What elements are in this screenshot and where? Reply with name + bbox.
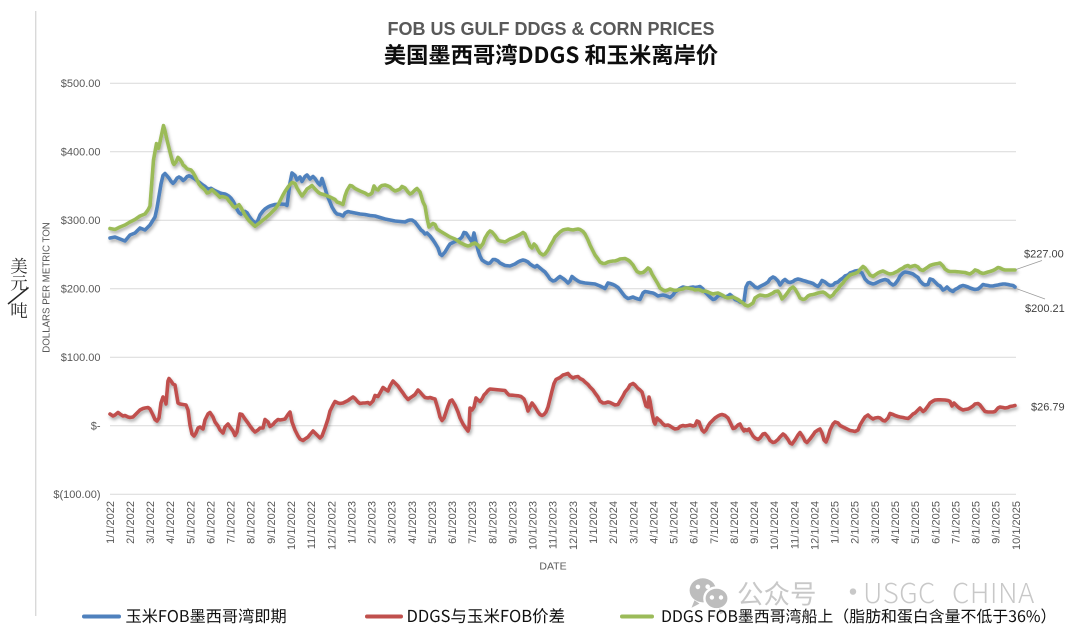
svg-text:9/1/2023: 9/1/2023 (508, 501, 520, 544)
svg-text:8/1/2025: 8/1/2025 (971, 501, 983, 544)
svg-text:5/1/2025: 5/1/2025 (910, 501, 922, 544)
svg-text:4/1/2025: 4/1/2025 (890, 501, 902, 544)
svg-text:$500.00: $500.00 (61, 78, 101, 90)
svg-text:3/1/2023: 3/1/2023 (387, 501, 399, 544)
svg-text:10/1/2023: 10/1/2023 (528, 501, 540, 550)
svg-text:12/1/2023: 12/1/2023 (568, 501, 580, 550)
svg-text:10/1/2024: 10/1/2024 (769, 501, 781, 550)
svg-text:$26.79: $26.79 (1031, 402, 1065, 414)
svg-text:$200.00: $200.00 (61, 284, 101, 296)
svg-text:2/1/2024: 2/1/2024 (608, 501, 620, 544)
svg-text:5/1/2024: 5/1/2024 (669, 501, 681, 544)
svg-text:5/1/2023: 5/1/2023 (427, 501, 439, 544)
svg-text:4/1/2023: 4/1/2023 (407, 501, 419, 544)
svg-text:1/1/2025: 1/1/2025 (830, 501, 842, 544)
svg-text:2/1/2022: 2/1/2022 (125, 501, 137, 544)
svg-text:7/1/2024: 7/1/2024 (709, 501, 721, 544)
svg-text:1/1/2023: 1/1/2023 (346, 501, 358, 544)
svg-text:6/1/2024: 6/1/2024 (689, 501, 701, 544)
svg-text:$-: $- (91, 421, 101, 433)
svg-text:2/1/2023: 2/1/2023 (367, 501, 379, 544)
svg-text:$300.00: $300.00 (61, 215, 101, 227)
svg-text:12/1/2024: 12/1/2024 (810, 501, 822, 550)
svg-text:11/1/2022: 11/1/2022 (306, 501, 318, 549)
svg-text:11/1/2024: 11/1/2024 (789, 501, 801, 549)
svg-text:1/1/2024: 1/1/2024 (588, 501, 600, 544)
svg-text:DATE: DATE (539, 561, 566, 573)
svg-text:8/1/2022: 8/1/2022 (246, 501, 258, 544)
svg-text:4/1/2022: 4/1/2022 (165, 501, 177, 544)
svg-text:7/1/2025: 7/1/2025 (950, 501, 962, 544)
svg-text:FOB US GULF DDGS & CORN PRICES: FOB US GULF DDGS & CORN PRICES (387, 19, 714, 39)
svg-text:$400.00: $400.00 (61, 147, 101, 159)
svg-text:9/1/2024: 9/1/2024 (749, 501, 761, 544)
svg-text:$100.00: $100.00 (61, 352, 101, 364)
svg-text:$200.21: $200.21 (1025, 303, 1065, 315)
svg-text:$(100.00): $(100.00) (53, 489, 100, 501)
svg-text:7/1/2022: 7/1/2022 (226, 501, 238, 544)
svg-text:12/1/2022: 12/1/2022 (326, 501, 338, 550)
svg-text:1/1/2022: 1/1/2022 (105, 501, 117, 544)
svg-text:3/1/2022: 3/1/2022 (145, 501, 157, 544)
svg-text:DOLLARS PER METRIC TON: DOLLARS PER METRIC TON (42, 222, 53, 352)
svg-text:6/1/2022: 6/1/2022 (206, 501, 218, 544)
svg-text:8/1/2023: 8/1/2023 (487, 501, 499, 544)
svg-text:11/1/2023: 11/1/2023 (548, 501, 560, 549)
svg-text:6/1/2023: 6/1/2023 (447, 501, 459, 544)
svg-text:6/1/2025: 6/1/2025 (930, 501, 942, 544)
svg-text:10/1/2022: 10/1/2022 (286, 501, 298, 550)
svg-text:4/1/2024: 4/1/2024 (648, 501, 660, 544)
svg-text:2/1/2025: 2/1/2025 (850, 501, 862, 544)
svg-text:3/1/2025: 3/1/2025 (870, 501, 882, 544)
svg-text:9/1/2022: 9/1/2022 (266, 501, 278, 544)
svg-text:10/1/2025: 10/1/2025 (1011, 501, 1023, 550)
svg-text:5/1/2022: 5/1/2022 (185, 501, 197, 544)
svg-text:3/1/2024: 3/1/2024 (628, 501, 640, 544)
svg-text:$227.00: $227.00 (1024, 249, 1064, 261)
svg-text:7/1/2023: 7/1/2023 (467, 501, 479, 544)
svg-text:9/1/2025: 9/1/2025 (991, 501, 1003, 544)
svg-text:8/1/2024: 8/1/2024 (729, 501, 741, 544)
